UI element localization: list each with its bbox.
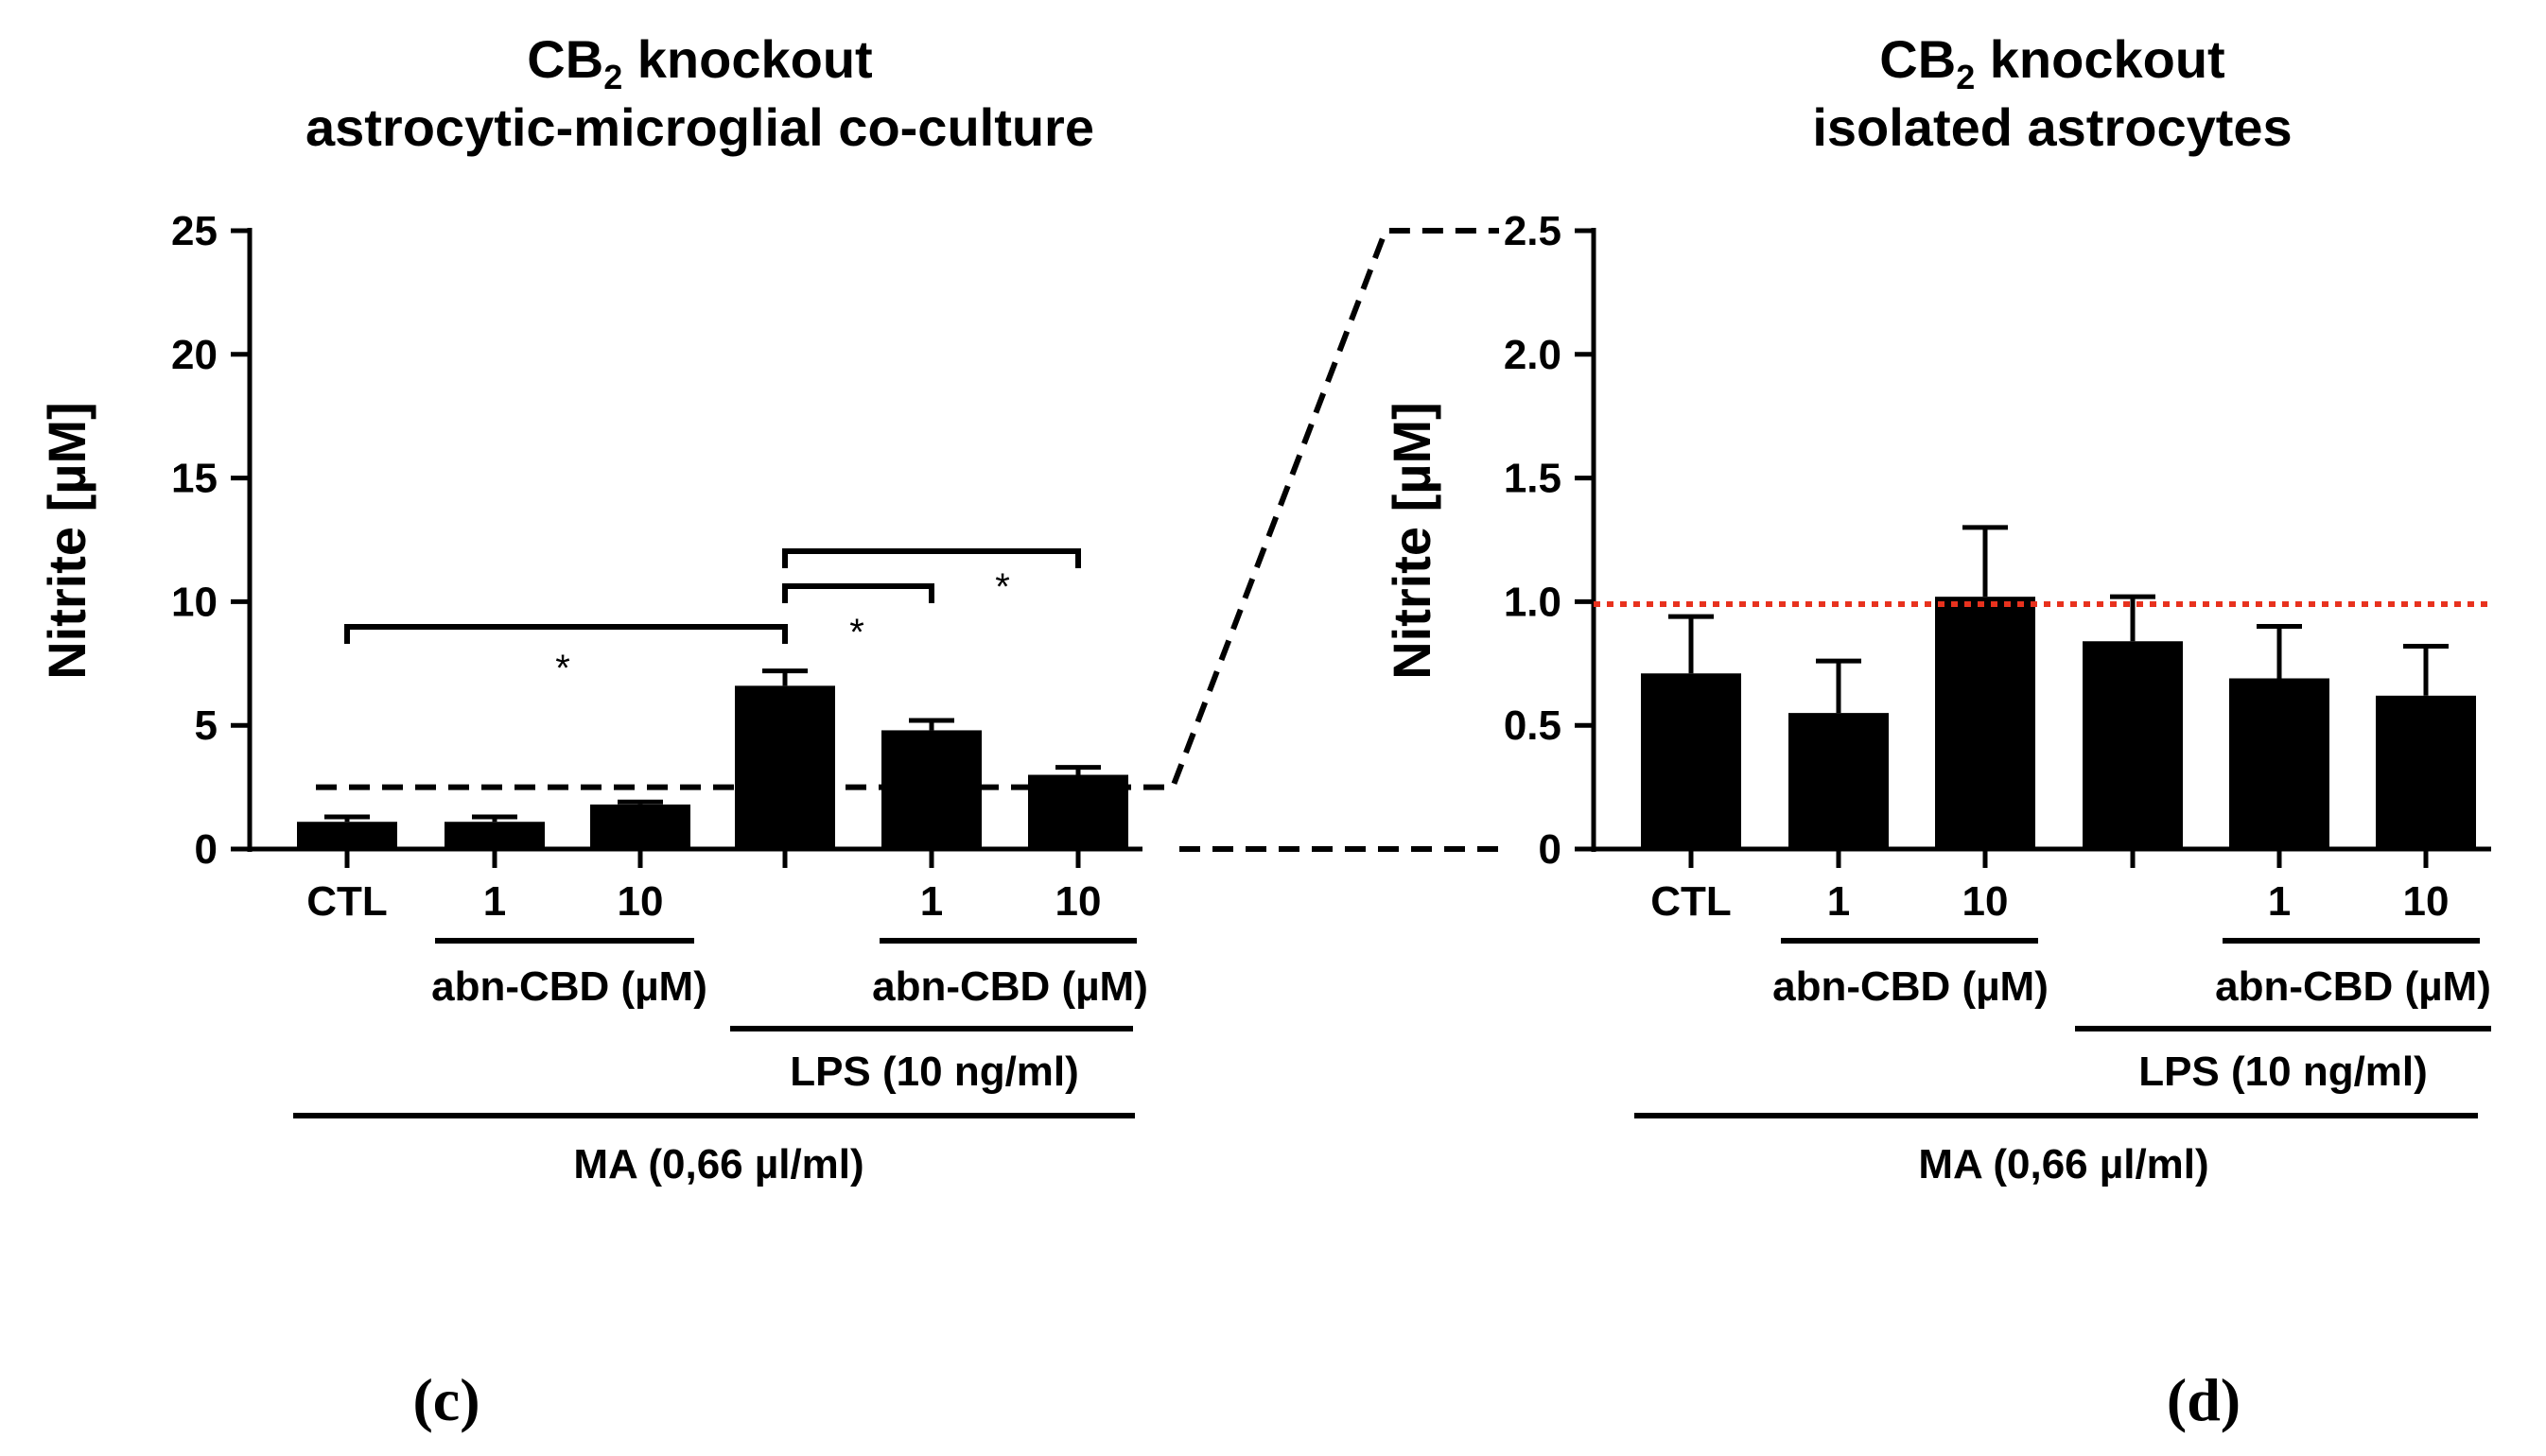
y-tick-label-d: 1.5	[1504, 456, 1561, 502]
bar-d	[1935, 597, 2035, 849]
group-label-lps-c: LPS (10 ng/ml)	[790, 1049, 1079, 1095]
y-tick-label-d: 1.0	[1504, 579, 1561, 625]
panel-label-c: (c)	[412, 1366, 480, 1433]
group-label-abn1-c: abn-CBD (µM)	[431, 963, 707, 1010]
y-tick-label-c: 10	[171, 579, 218, 625]
category-label-d: 1	[1827, 878, 1850, 925]
zoom-connector	[316, 228, 1499, 852]
panel-label-d: (d)	[2167, 1366, 2241, 1433]
bar-d	[2083, 641, 2183, 849]
category-labels-d: CTL 1 10 1 10	[1650, 878, 2449, 925]
significance-star: *	[849, 612, 864, 653]
bar-d	[2229, 678, 2329, 849]
y-tick-label-c: 20	[171, 332, 218, 378]
bar-d	[1788, 713, 1889, 849]
significance-star: *	[555, 648, 570, 689]
title-c-line2: astrocytic-microglial co-culture	[305, 97, 1094, 157]
category-label-c: 10	[1055, 878, 1102, 925]
y-tick-label-c: 0	[195, 826, 218, 873]
bars-c	[297, 668, 1128, 849]
group-label-lps-d: LPS (10 ng/ml)	[2138, 1049, 2428, 1095]
group-label-abn2-d: abn-CBD (µM)	[2215, 963, 2491, 1010]
category-label-c: CTL	[306, 878, 388, 925]
ylabel-d: Nitrite [µM]	[1382, 402, 1441, 680]
bars-d	[1641, 525, 2476, 849]
y-tick-label-c: 25	[171, 208, 218, 254]
bar-c	[297, 822, 397, 849]
significance-bracket	[782, 548, 1081, 568]
y-tick-label-d: 2.5	[1504, 208, 1561, 254]
significance-star: *	[995, 566, 1010, 608]
bar-c	[445, 822, 545, 849]
category-label-d: 10	[1962, 878, 2009, 925]
bar-c	[735, 685, 835, 849]
panel-c: CB2 knockout astrocytic-microglial co-cu…	[37, 29, 1148, 1433]
panel-d: CB2 knockout isolated astrocytes Nitrite…	[1382, 29, 2491, 1433]
y-tick-label-d: 0.5	[1504, 702, 1561, 749]
significance-c: * * *	[344, 548, 1081, 689]
bar-d	[2376, 695, 2476, 849]
significance-bracket	[344, 624, 788, 644]
zoom-connector-line	[316, 228, 1499, 852]
category-label-d: CTL	[1650, 878, 1732, 925]
category-label-d: 10	[2403, 878, 2450, 925]
title-c-line1: CB2 knockout	[527, 29, 872, 96]
y-axis-d: 0 0.5 1.0 1.5 2.0 2.5	[1504, 208, 2491, 873]
group-label-abn2-c: abn-CBD (µM)	[872, 963, 1148, 1010]
group-label-abn1-d: abn-CBD (µM)	[1772, 963, 2049, 1010]
category-label-d: 1	[2268, 878, 2291, 925]
category-labels-c: CTL 1 10 1 10	[306, 878, 1101, 925]
ylabel-c: Nitrite [µM]	[37, 402, 96, 680]
category-label-c: 10	[618, 878, 664, 925]
y-tick-label-c: 5	[195, 702, 218, 749]
bar-c	[590, 804, 690, 849]
group-label-ma-d: MA (0,66 µl/ml)	[1918, 1141, 2208, 1187]
group-label-ma-c: MA (0,66 µl/ml)	[573, 1141, 863, 1187]
y-tick-label-d: 0	[1539, 826, 1561, 873]
y-axis-c: 0 5 10 15 20 25	[171, 208, 1142, 873]
category-label-c: 1	[483, 878, 506, 925]
y-tick-label-d: 2.0	[1504, 332, 1561, 378]
title-d-line1: CB2 knockout	[1879, 29, 2224, 96]
category-label-c: 1	[920, 878, 943, 925]
title-d-line2: isolated astrocytes	[1812, 97, 2292, 157]
y-tick-label-c: 15	[171, 456, 218, 502]
bar-d	[1641, 673, 1741, 849]
significance-bracket	[782, 583, 934, 603]
